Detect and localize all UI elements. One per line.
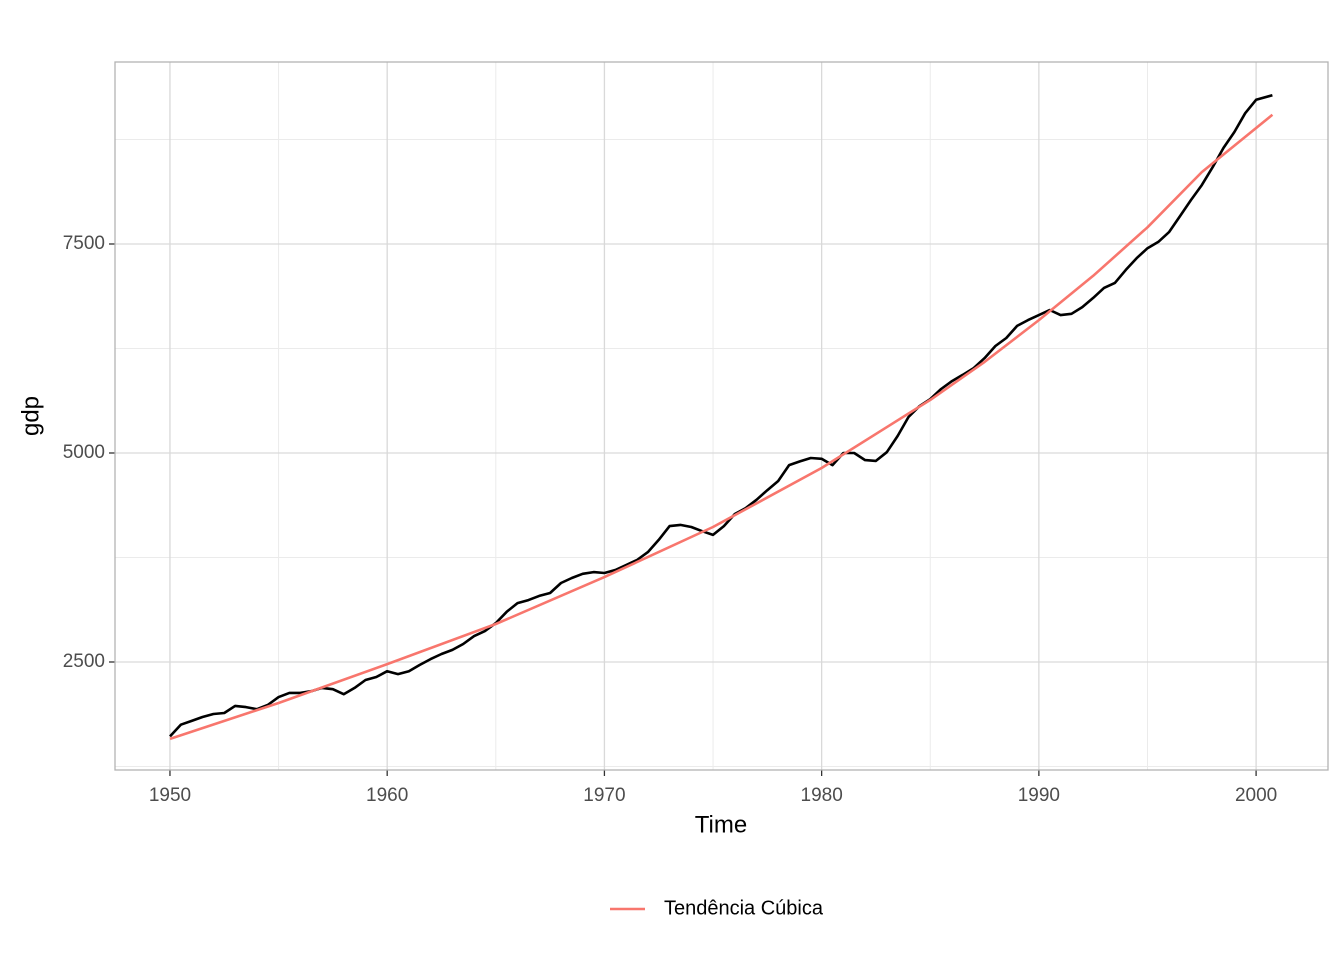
series-line (169, 93, 1273, 738)
x-tick-label: 1960 (366, 785, 408, 806)
legend-label: Tendência Cúbica (664, 897, 824, 919)
x-tick-label: 2000 (1235, 785, 1277, 806)
x-axis-title: Time (695, 811, 747, 838)
panel-border (114, 61, 1329, 771)
y-tick-label: 2500 (63, 651, 105, 672)
y-axis-title: gdp (17, 396, 44, 436)
series-line (169, 113, 1274, 741)
y-tick-label: 7500 (63, 233, 105, 254)
x-tick-label: 1950 (149, 785, 191, 806)
y-tick-label: 5000 (63, 442, 105, 463)
x-tick-label: 1990 (1018, 785, 1060, 806)
x-tick-label: 1980 (801, 785, 843, 806)
x-tick-label: 1970 (583, 785, 625, 806)
